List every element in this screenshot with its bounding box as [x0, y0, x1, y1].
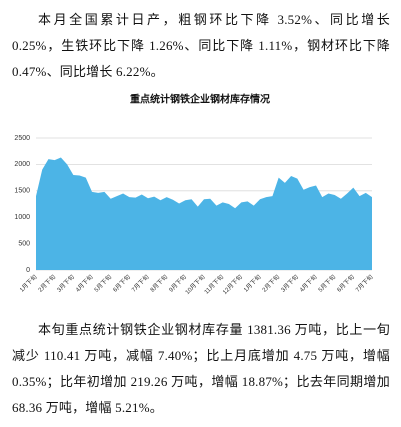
y-tick-label: 2000: [14, 161, 30, 168]
x-tick-label: 7月下旬: [130, 273, 151, 294]
x-tick-label: 4月下旬: [298, 273, 319, 294]
paragraph: 本旬重点统计钢铁企业钢材库存量 1381.36 万吨，比上一旬减少 110.41…: [12, 322, 390, 415]
y-tick-label: 1500: [14, 188, 30, 195]
x-tick-label: 6月下旬: [111, 273, 132, 294]
x-tick-label: 5月下旬: [316, 273, 337, 294]
x-tick-label: 7月下旬: [354, 273, 375, 294]
x-tick-label: 10月下旬: [183, 273, 206, 296]
paragraph: 本月全国累计日产，粗钢环比下降 3.52%、同比增长 0.25%，生铁环比下降 …: [12, 12, 390, 79]
y-tick-label: 500: [18, 240, 30, 247]
x-tick-label: 1月下旬: [18, 273, 39, 294]
area: [36, 157, 372, 270]
y-tick-label: 2500: [14, 135, 30, 142]
x-tick-label: 2月下旬: [260, 273, 281, 294]
x-tick-label: 4月下旬: [74, 273, 95, 294]
x-tick-label: 8月下旬: [148, 273, 169, 294]
chart-title: 重点统计钢铁企业钢材库存情况: [130, 93, 270, 106]
x-tick-label: 2月下旬: [36, 273, 57, 294]
x-tick-label: 6月下旬: [335, 273, 356, 294]
x-tick-label: 5月下旬: [92, 273, 113, 294]
x-tick-label: 1月下旬: [242, 273, 263, 294]
x-tick-label: 3月下旬: [279, 273, 300, 294]
y-tick-label: 0: [26, 267, 30, 274]
y-tick-label: 1000: [14, 214, 30, 221]
x-tick-label: 3月下旬: [55, 273, 76, 294]
x-tick-label: 12月下旬: [221, 273, 244, 296]
